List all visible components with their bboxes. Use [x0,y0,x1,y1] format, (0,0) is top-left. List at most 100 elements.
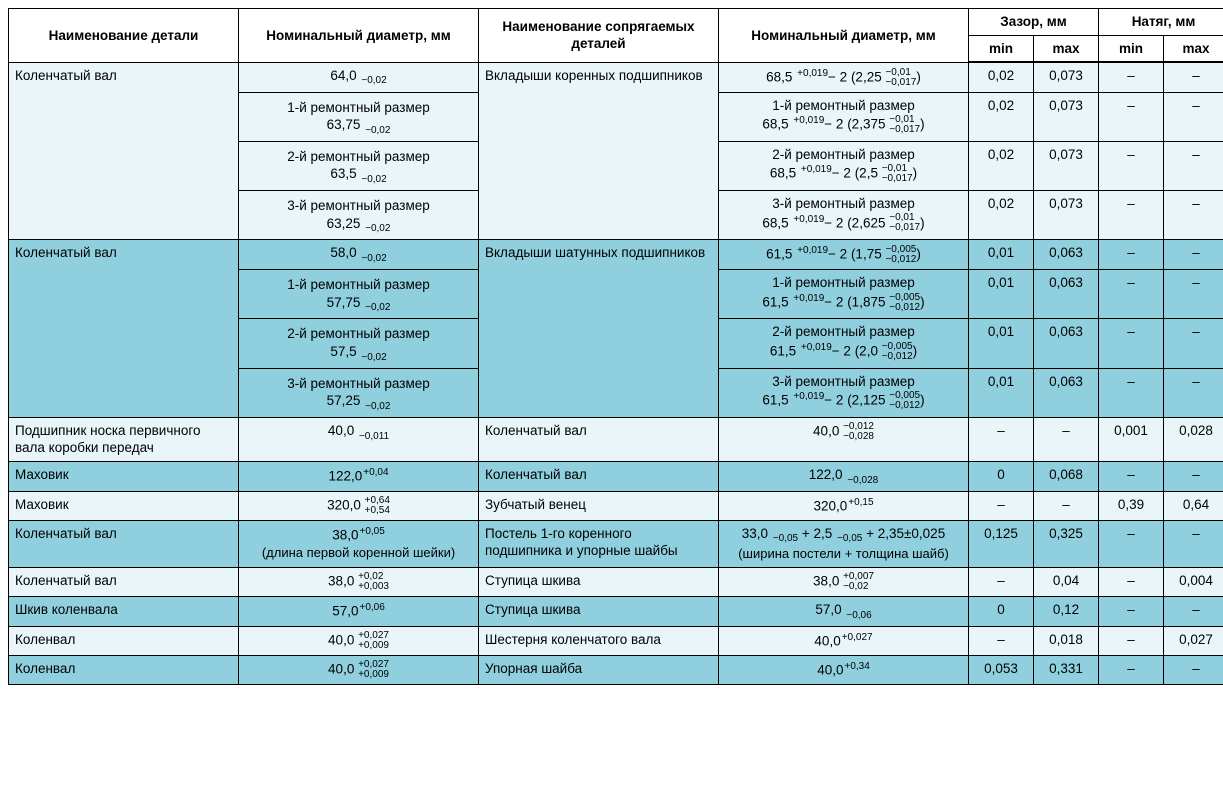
cell-gap_max: 0,018 [1034,626,1099,655]
cell-diameter1: 1-й ремонтный размер57,75 −0,02 [239,270,479,319]
cell-mated: Коленчатый вал [479,461,719,491]
cell-gap_max: 0,068 [1034,461,1099,491]
cell-mated: Упорная шайба [479,655,719,684]
cell-gap_max: 0,063 [1034,270,1099,319]
engine-spec-table: Наименование детали Номинальный диаметр,… [8,8,1223,685]
col-hdr-diam1: Номинальный диаметр, мм [239,9,479,63]
cell-diameter1: 38,0+0,05(длина первой коренной шейки) [239,520,479,568]
cell-diameter1: 57,0+0,06 [239,597,479,627]
cell-t_min: – [1099,270,1164,319]
cell-gap_min: 0,01 [969,240,1034,270]
cell-t_max: – [1164,240,1223,270]
cell-diameter2: 40,0+0,027 [719,626,969,655]
cell-diameter2: 68,5 +0,019− 2 (2,25 −0,01−0,017) [719,62,969,92]
table-row: Коленчатый вал38,0 +0,02+0,003Ступица шк… [9,568,1223,597]
cell-t_min: 0,001 [1099,417,1164,461]
cell-t_min: – [1099,92,1164,141]
cell-gap_min: 0,02 [969,62,1034,92]
col-hdr-gap-max: max [1034,35,1099,62]
cell-diameter2: 2-й ремонтный размер68,5 +0,019− 2 (2,5 … [719,141,969,190]
cell-diameter1: 320,0 +0,64+0,54 [239,491,479,520]
cell-t_min: – [1099,461,1164,491]
cell-t_max: 0,004 [1164,568,1223,597]
cell-t_min: – [1099,319,1164,368]
cell-part: Коленвал [9,655,239,684]
cell-diameter1: 40,0 +0,027+0,009 [239,655,479,684]
cell-diameter1: 3-й ремонтный размер57,25 −0,02 [239,368,479,417]
cell-gap_max: 0,063 [1034,240,1099,270]
col-hdr-diam2: Номинальный диаметр, мм [719,9,969,63]
cell-gap_max: 0,073 [1034,92,1099,141]
cell-t_min: – [1099,597,1164,627]
cell-t_max: – [1164,461,1223,491]
cell-diameter2: 1-й ремонтный размер68,5 +0,019− 2 (2,37… [719,92,969,141]
table-row: Подшипник носка первичного вала коробки … [9,417,1223,461]
cell-gap_min: 0 [969,597,1034,627]
table-row: Коленвал40,0 +0,027+0,009Упорная шайба40… [9,655,1223,684]
cell-diameter2: 122,0 −0,028 [719,461,969,491]
cell-t_max: – [1164,92,1223,141]
cell-gap_min: 0,02 [969,92,1034,141]
cell-diameter1: 40,0 −0,011 [239,417,479,461]
cell-gap_max: 0,12 [1034,597,1099,627]
cell-t_max: – [1164,191,1223,240]
cell-mated: Постель 1-го коренного подшипника и упор… [479,520,719,568]
cell-part: Подшипник носка первичного вала коробки … [9,417,239,461]
cell-t_min: – [1099,62,1164,92]
cell-diameter1: 64,0 −0,02 [239,62,479,92]
table-row: Коленвал40,0 +0,027+0,009Шестерня коленч… [9,626,1223,655]
cell-diameter1: 2-й ремонтный размер57,5 −0,02 [239,319,479,368]
cell-gap_min: – [969,568,1034,597]
cell-t_max: – [1164,141,1223,190]
cell-t_max: – [1164,270,1223,319]
cell-gap_min: – [969,626,1034,655]
cell-gap_max: 0,073 [1034,141,1099,190]
cell-diameter2: 33,0 −0,05 + 2,5 −0,05 + 2,35±0,025(шири… [719,520,969,568]
cell-t_max: – [1164,62,1223,92]
cell-t_min: – [1099,141,1164,190]
cell-diameter2: 1-й ремонтный размер61,5 +0,019− 2 (1,87… [719,270,969,319]
col-hdr-part: Наименование детали [9,9,239,63]
cell-mated: Вкладыши коренных подшипников [479,62,719,240]
cell-diameter2: 40,0 −0,012−0,028 [719,417,969,461]
cell-gap_min: 0,01 [969,368,1034,417]
cell-gap_min: 0,02 [969,191,1034,240]
cell-t_min: – [1099,191,1164,240]
table-row: Коленчатый вал58,0 −0,02Вкладыши шатунны… [9,240,1223,270]
cell-part: Шкив коленвала [9,597,239,627]
cell-diameter1: 122,0+0,04 [239,461,479,491]
cell-mated: Вкладыши шатунных подшипников [479,240,719,418]
table-body: Коленчатый вал64,0 −0,02Вкладыши коренны… [9,62,1223,684]
cell-gap_max: 0,04 [1034,568,1099,597]
cell-gap_max: – [1034,417,1099,461]
table-row: Маховик320,0 +0,64+0,54Зубчатый венец320… [9,491,1223,520]
cell-part: Коленчатый вал [9,62,239,240]
cell-diameter2: 320,0+0,15 [719,491,969,520]
cell-gap_min: 0 [969,461,1034,491]
cell-gap_max: 0,063 [1034,368,1099,417]
cell-t_min: – [1099,520,1164,568]
col-hdr-gap-min: min [969,35,1034,62]
cell-part: Маховик [9,491,239,520]
col-hdr-tight: Натяг, мм [1099,9,1223,36]
cell-mated: Коленчатый вал [479,417,719,461]
cell-t_max: – [1164,520,1223,568]
cell-gap_max: 0,073 [1034,62,1099,92]
cell-gap_min: – [969,417,1034,461]
cell-gap_max: 0,331 [1034,655,1099,684]
cell-gap_max: – [1034,491,1099,520]
cell-t_max: – [1164,655,1223,684]
cell-diameter2: 40,0+0,34 [719,655,969,684]
cell-gap_min: 0,01 [969,270,1034,319]
cell-t_max: – [1164,319,1223,368]
cell-diameter2: 3-й ремонтный размер61,5 +0,019− 2 (2,12… [719,368,969,417]
col-hdr-gap: Зазор, мм [969,9,1099,36]
cell-gap_min: 0,01 [969,319,1034,368]
cell-gap_min: – [969,491,1034,520]
table-head: Наименование детали Номинальный диаметр,… [9,9,1223,63]
cell-gap_min: 0,125 [969,520,1034,568]
cell-t_max: – [1164,597,1223,627]
table-row: Коленчатый вал64,0 −0,02Вкладыши коренны… [9,62,1223,92]
cell-t_min: – [1099,368,1164,417]
cell-diameter2: 61,5 +0,019− 2 (1,75 −0,005−0,012) [719,240,969,270]
